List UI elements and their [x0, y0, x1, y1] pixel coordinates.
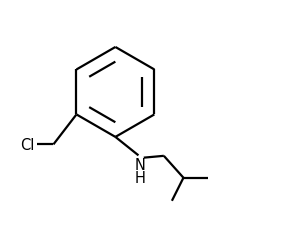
Text: Cl: Cl [21, 137, 35, 152]
Text: N
H: N H [134, 157, 145, 185]
